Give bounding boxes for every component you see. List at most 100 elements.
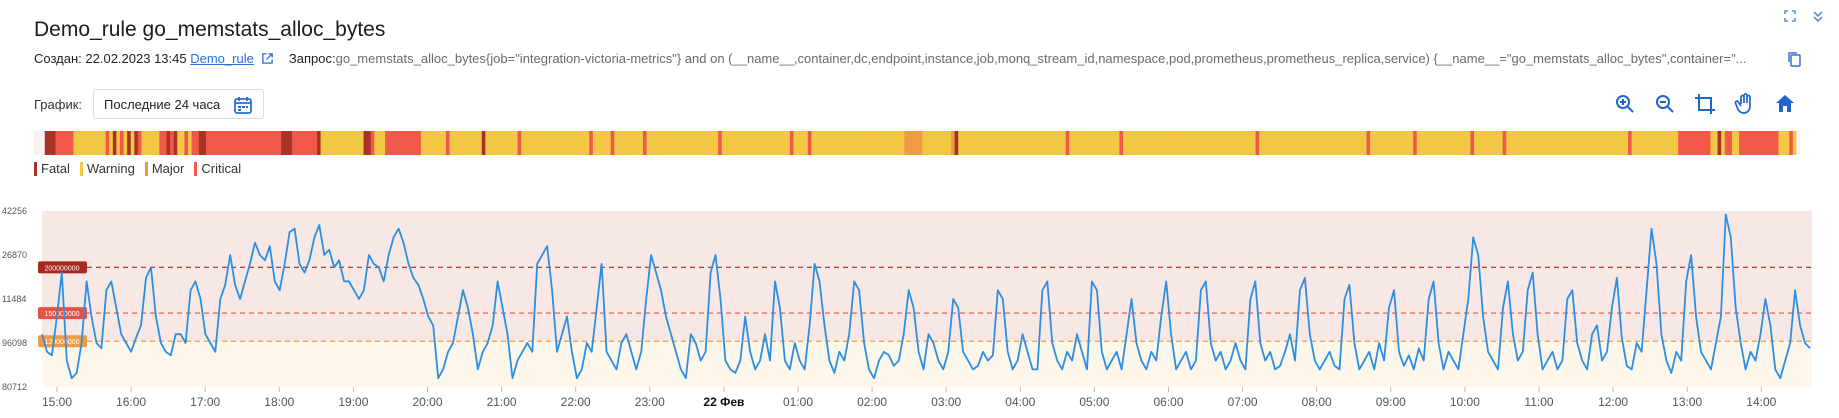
alert-segment [703, 131, 709, 155]
alert-segment [1241, 131, 1246, 155]
query-label: Запрос: [288, 51, 336, 66]
alert-segment [84, 131, 89, 155]
alert-segment [1502, 131, 1507, 155]
alert-segment [1058, 131, 1063, 155]
alert-segment [607, 131, 612, 155]
alert-segment [202, 131, 207, 155]
crop-button[interactable] [1692, 91, 1717, 116]
y-tick-label: 26870 [2, 250, 27, 260]
copy-icon[interactable] [1786, 50, 1804, 68]
alert-segment [1323, 131, 1328, 155]
alert-segment [1491, 131, 1497, 155]
alert-segment [1198, 131, 1203, 155]
legend-swatch [194, 161, 198, 176]
alert-segment [1527, 131, 1532, 155]
alert-segment [395, 131, 400, 155]
alert-segment [1051, 131, 1056, 155]
zoom-in-button[interactable] [1612, 91, 1637, 116]
alert-segment [839, 131, 845, 155]
alert-segment [1137, 131, 1142, 155]
alert-segment [1130, 131, 1135, 155]
alert-segment [1757, 131, 1762, 155]
metric-line-chart[interactable]: 200000000 150000000 120000000 42256 26870 114… [0, 200, 1839, 418]
alert-segment [1097, 131, 1103, 155]
alert-segment [1065, 131, 1070, 155]
calendar-icon[interactable] [233, 95, 253, 115]
alert-segment [1785, 131, 1790, 155]
alert-segment [1255, 131, 1260, 155]
alert-segment [1474, 131, 1479, 155]
alert-segment [1599, 131, 1604, 155]
home-icon [1775, 94, 1794, 112]
alert-segment [1656, 131, 1661, 155]
alert-segment [549, 131, 555, 155]
alert-segment [857, 131, 863, 155]
alert-segment [1395, 131, 1400, 155]
alert-segment [639, 131, 644, 155]
alert-segment [334, 131, 340, 155]
alert-segment [1151, 131, 1156, 155]
alert-segment [1570, 131, 1575, 155]
alert-segment [1355, 131, 1360, 155]
zoom-out-button[interactable] [1652, 91, 1677, 116]
alert-segment [1090, 131, 1095, 155]
x-tick-label: 14:00 [1746, 395, 1776, 409]
alert-segment [1613, 131, 1618, 155]
alert-segment [904, 131, 909, 155]
alert-segment [1176, 131, 1181, 155]
alert-segment [865, 131, 870, 155]
alert-segment [166, 131, 171, 155]
alert-segment [1294, 131, 1300, 155]
alert-segment [195, 131, 200, 155]
alert-segment [1191, 131, 1196, 155]
alert-segment [771, 131, 777, 155]
x-tick-label: 18:00 [264, 395, 294, 409]
alert-segment [1015, 131, 1020, 155]
rule-link[interactable]: Demo_rule [190, 51, 254, 66]
alert-segment [392, 131, 397, 155]
alert-segment [1660, 131, 1665, 155]
alert-segment [1688, 131, 1694, 155]
collapse-chevrons-icon[interactable] [1810, 8, 1826, 29]
alert-segment [1004, 131, 1009, 155]
alert-segment [1552, 131, 1558, 155]
alert-segment [1001, 131, 1006, 155]
y-tick-label: 80712 [2, 382, 27, 392]
external-link-icon[interactable] [261, 52, 274, 65]
alert-segment [1459, 131, 1464, 155]
alert-segment [1069, 131, 1074, 155]
alert-segment [109, 131, 114, 155]
alert-segment [456, 131, 461, 155]
alert-segment [94, 131, 100, 155]
alert-segment [367, 131, 372, 155]
alert-segment [213, 131, 218, 155]
alert-segment [625, 131, 630, 155]
home-button[interactable] [1772, 91, 1797, 116]
alert-segment [127, 131, 132, 155]
alert-segment [524, 131, 529, 155]
time-range-picker[interactable]: Последние 24 часа [93, 89, 264, 119]
alert-segment [41, 131, 46, 155]
alert-segment [682, 131, 687, 155]
alert-segment [922, 131, 927, 155]
x-tick-label: 22:00 [561, 395, 591, 409]
expand-icon[interactable] [1782, 8, 1798, 29]
threshold-badge [38, 261, 87, 274]
alert-segment [954, 131, 959, 155]
alert-segment [1427, 131, 1432, 155]
alert-segment [1423, 131, 1429, 155]
alert-segment [628, 131, 633, 155]
alert-segment [632, 131, 637, 155]
alert-segment [148, 131, 153, 155]
alert-segment [933, 131, 938, 155]
alert-segment [1463, 131, 1468, 155]
alert-segment [603, 131, 608, 155]
alert-segment [1008, 131, 1013, 155]
alert-segment [696, 131, 701, 155]
pan-button[interactable] [1732, 91, 1757, 116]
alert-segment [743, 131, 748, 155]
threshold-zone [42, 211, 1812, 342]
legend-swatch [79, 161, 83, 176]
alert-segment [1341, 131, 1346, 155]
alert-segment [44, 131, 49, 155]
